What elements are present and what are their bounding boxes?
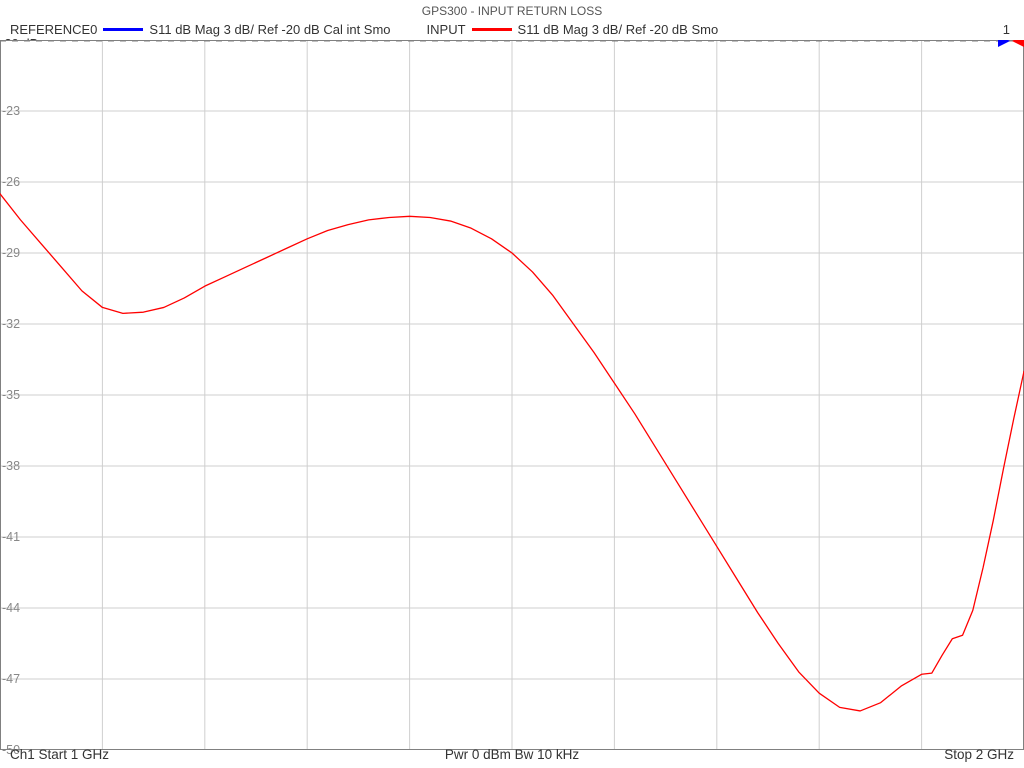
legend-bar: REFERENCE0 S11 dB Mag 3 dB/ Ref -20 dB C… (10, 22, 718, 37)
trace2-name: INPUT (427, 22, 466, 37)
y-tick-label: -41 (2, 530, 20, 544)
trace1-name: REFERENCE0 (10, 22, 97, 37)
y-tick-label: -32 (2, 317, 20, 331)
return-loss-chart (0, 40, 1024, 750)
chart-title: GPS300 - INPUT RETURN LOSS (0, 4, 1024, 18)
trace2-swatch (472, 28, 512, 31)
y-tick-label: -29 (2, 246, 20, 260)
y-tick-label: -35 (2, 388, 20, 402)
power-bw-label: Pwr 0 dBm Bw 10 kHz (0, 747, 1024, 762)
y-tick-label: -38 (2, 459, 20, 473)
y-tick-label: -44 (2, 601, 20, 615)
y-tick-label: -23 (2, 104, 20, 118)
trace1-desc: S11 dB Mag 3 dB/ Ref -20 dB Cal int Smo (149, 22, 390, 37)
trace2-desc: S11 dB Mag 3 dB/ Ref -20 dB Smo (518, 22, 719, 37)
y-tick-label: -26 (2, 175, 20, 189)
marker-number: 1 (1003, 22, 1010, 37)
y-tick-label: -47 (2, 672, 20, 686)
trace1-swatch (103, 28, 143, 31)
